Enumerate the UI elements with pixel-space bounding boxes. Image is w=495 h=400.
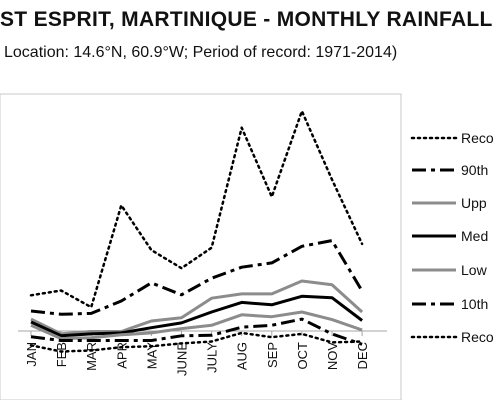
x-tick-label: JAN (24, 342, 39, 367)
plot-border (0, 93, 402, 400)
x-tick-label: APR (114, 342, 129, 369)
x-tick-label: SEP (265, 342, 280, 368)
x-tick-label: MAR (84, 342, 99, 371)
legend-label: Reco (461, 130, 494, 146)
x-tick-label: JUNE (175, 342, 190, 376)
legend-label: Upp (461, 195, 487, 211)
x-tick-label: AUG (235, 342, 250, 370)
series-line (30, 310, 363, 341)
x-tick-label: FEB (54, 342, 69, 367)
legend-label: Med (461, 228, 488, 244)
chart-subtitle: Location: 14.6°N, 60.9°W; Period of reco… (4, 44, 398, 61)
x-tick-label: DEC (355, 342, 370, 369)
legend-label: 90th (461, 162, 488, 178)
series-line (29, 331, 364, 353)
chart-title: ST ESPRIT, MARTINIQUE - MONTHLY RAINFALL (0, 8, 493, 31)
x-tick-label: NOV (325, 342, 340, 371)
series-line (29, 109, 364, 309)
x-tick-label: JULY (205, 342, 220, 373)
x-tick-label: MAY (144, 342, 159, 370)
series-line (30, 279, 364, 336)
legend-label: Reco (461, 329, 494, 345)
series-line (30, 239, 364, 316)
legend-label: Low (461, 262, 488, 278)
legend-label: 10th (461, 296, 488, 312)
x-tick-label: OCT (295, 342, 310, 370)
series-line (30, 294, 364, 338)
